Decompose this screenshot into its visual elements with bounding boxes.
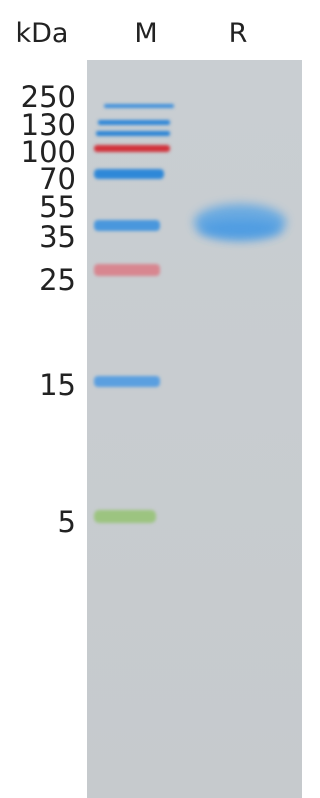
lane-label: M — [134, 18, 157, 49]
sample-band — [198, 220, 282, 238]
mw-label: 35 — [39, 220, 76, 254]
gel-figure: kDa M R 250 130 100 70 55 35 25 15 5 — [0, 0, 302, 798]
unit-label: kDa — [16, 18, 69, 49]
mw-label: 5 — [58, 505, 76, 539]
mw-label: 25 — [39, 263, 76, 297]
band — [104, 104, 174, 108]
band — [94, 264, 160, 276]
page: {"header": {"unit": "kDa", "lanes": ["M"… — [0, 0, 302, 798]
band — [94, 145, 170, 152]
lane-label: R — [229, 18, 248, 49]
band — [94, 220, 160, 231]
band — [94, 510, 156, 523]
mw-label: 55 — [39, 190, 76, 224]
band — [94, 376, 160, 387]
band — [96, 131, 170, 136]
mw-label: 15 — [39, 368, 76, 402]
band — [98, 120, 170, 125]
band — [94, 169, 164, 179]
